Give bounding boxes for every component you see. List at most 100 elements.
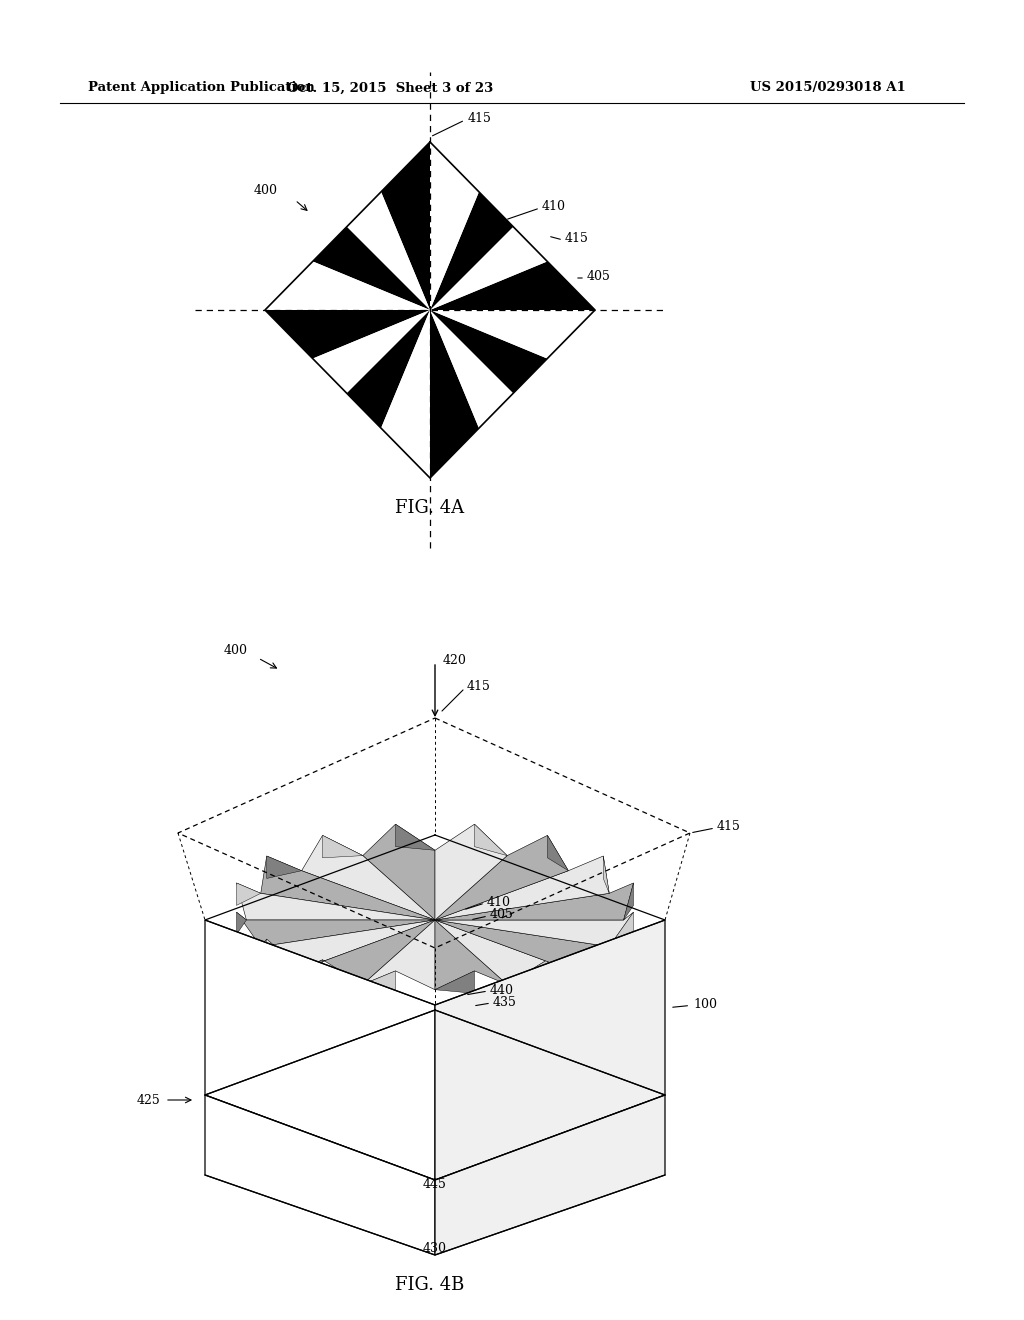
Polygon shape	[319, 1096, 396, 1123]
Polygon shape	[435, 972, 474, 994]
Polygon shape	[435, 1081, 512, 1109]
Polygon shape	[362, 972, 395, 994]
Text: 435: 435	[493, 995, 517, 1008]
Polygon shape	[265, 261, 430, 310]
Polygon shape	[396, 1067, 473, 1096]
Text: 405: 405	[490, 908, 514, 921]
Polygon shape	[358, 1138, 435, 1166]
Polygon shape	[430, 191, 513, 310]
Polygon shape	[321, 1067, 396, 1096]
Text: FIG. 4A: FIG. 4A	[395, 499, 465, 517]
Polygon shape	[430, 310, 479, 478]
Text: 445: 445	[423, 1179, 446, 1192]
Text: 425: 425	[136, 1093, 160, 1106]
Polygon shape	[237, 883, 435, 920]
Text: 415: 415	[717, 821, 741, 833]
Polygon shape	[381, 310, 430, 478]
Polygon shape	[512, 1081, 589, 1109]
Polygon shape	[347, 191, 430, 310]
Polygon shape	[358, 1109, 435, 1138]
Polygon shape	[624, 883, 634, 920]
Polygon shape	[319, 1123, 396, 1151]
Text: 410: 410	[542, 201, 566, 214]
Polygon shape	[589, 1081, 665, 1109]
Text: Oct. 15, 2015  Sheet 3 of 23: Oct. 15, 2015 Sheet 3 of 23	[287, 82, 494, 95]
Polygon shape	[237, 883, 261, 906]
Text: 400: 400	[224, 644, 248, 656]
Polygon shape	[435, 920, 507, 990]
Polygon shape	[430, 261, 595, 310]
Polygon shape	[237, 912, 435, 946]
Polygon shape	[265, 310, 430, 359]
Polygon shape	[396, 1123, 473, 1151]
Polygon shape	[603, 855, 609, 894]
Polygon shape	[205, 920, 435, 1180]
Text: 420: 420	[443, 653, 467, 667]
Polygon shape	[473, 1067, 550, 1096]
Polygon shape	[435, 1109, 512, 1138]
Polygon shape	[302, 836, 435, 920]
Polygon shape	[362, 920, 435, 990]
Polygon shape	[474, 824, 507, 855]
Polygon shape	[609, 912, 634, 946]
Polygon shape	[430, 310, 595, 359]
Polygon shape	[430, 227, 547, 310]
Text: FIG. 4B: FIG. 4B	[395, 1276, 465, 1294]
Polygon shape	[435, 1024, 512, 1052]
Text: 415: 415	[468, 111, 492, 124]
Polygon shape	[282, 1081, 358, 1109]
Polygon shape	[430, 310, 547, 393]
Polygon shape	[473, 1096, 550, 1123]
Polygon shape	[396, 1096, 473, 1123]
Polygon shape	[312, 310, 430, 393]
Polygon shape	[302, 920, 435, 985]
Text: 100: 100	[673, 998, 717, 1011]
Polygon shape	[312, 227, 430, 310]
Polygon shape	[381, 143, 430, 310]
Polygon shape	[550, 1096, 627, 1123]
Polygon shape	[395, 824, 435, 850]
Polygon shape	[396, 1039, 473, 1067]
Polygon shape	[430, 310, 513, 428]
Polygon shape	[512, 1052, 589, 1081]
Polygon shape	[282, 1052, 358, 1081]
Polygon shape	[430, 143, 479, 310]
Polygon shape	[244, 1096, 319, 1123]
Polygon shape	[266, 855, 302, 878]
Polygon shape	[435, 920, 665, 1180]
Polygon shape	[396, 1151, 473, 1180]
Text: 415: 415	[565, 232, 589, 246]
Polygon shape	[396, 1010, 473, 1039]
Text: 405: 405	[587, 269, 611, 282]
Polygon shape	[358, 1024, 435, 1052]
Polygon shape	[261, 939, 266, 961]
Polygon shape	[358, 1052, 435, 1081]
Polygon shape	[323, 836, 362, 858]
Polygon shape	[347, 310, 430, 428]
Polygon shape	[435, 912, 634, 946]
Polygon shape	[244, 1067, 321, 1096]
Polygon shape	[512, 1109, 589, 1138]
Polygon shape	[435, 1138, 512, 1166]
Polygon shape	[435, 1096, 665, 1255]
Polygon shape	[205, 1096, 435, 1255]
Polygon shape	[237, 912, 247, 935]
Polygon shape	[435, 1052, 512, 1081]
Polygon shape	[507, 960, 548, 985]
Polygon shape	[548, 836, 568, 871]
Text: 410: 410	[487, 895, 511, 908]
Polygon shape	[261, 920, 435, 969]
Polygon shape	[435, 920, 609, 969]
Polygon shape	[473, 1039, 550, 1067]
Text: 415: 415	[467, 681, 490, 693]
Text: 440: 440	[490, 983, 514, 997]
Polygon shape	[435, 883, 634, 920]
Polygon shape	[362, 824, 435, 920]
Text: US 2015/0293018 A1: US 2015/0293018 A1	[750, 82, 906, 95]
Polygon shape	[282, 1109, 358, 1138]
Polygon shape	[358, 1081, 435, 1109]
Polygon shape	[319, 1039, 396, 1067]
Polygon shape	[473, 1123, 550, 1151]
Polygon shape	[435, 855, 609, 920]
Polygon shape	[205, 1081, 282, 1109]
